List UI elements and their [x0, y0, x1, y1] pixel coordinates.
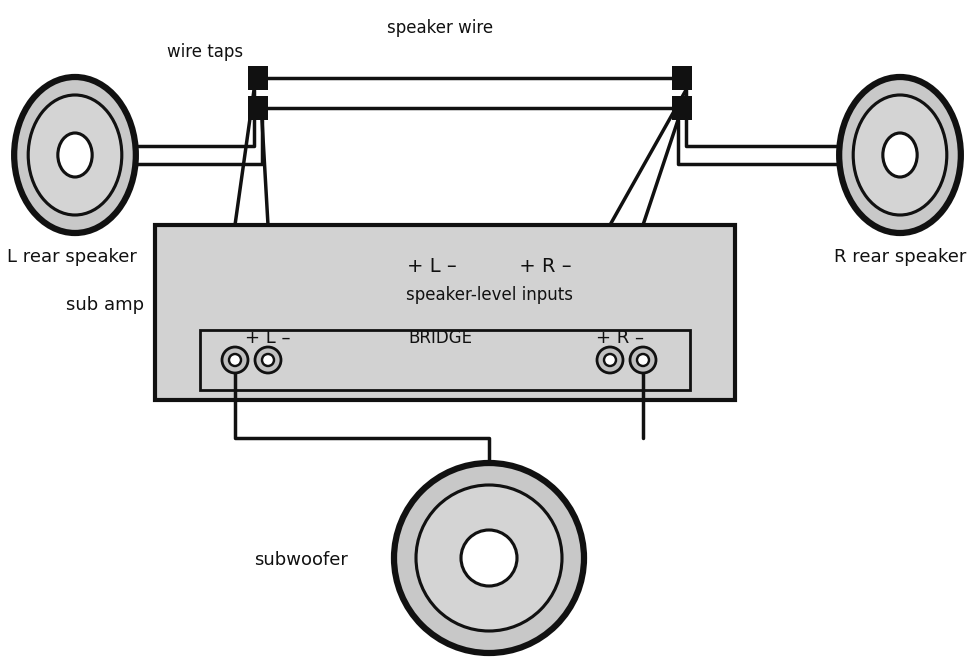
- Bar: [671, 96, 692, 120]
- Ellipse shape: [838, 77, 959, 233]
- Text: speaker wire: speaker wire: [387, 19, 492, 37]
- FancyBboxPatch shape: [199, 330, 690, 390]
- Text: R rear speaker: R rear speaker: [833, 248, 965, 266]
- Circle shape: [255, 347, 280, 373]
- Text: L rear speaker: L rear speaker: [7, 248, 137, 266]
- Ellipse shape: [14, 77, 136, 233]
- Circle shape: [262, 354, 274, 366]
- Text: BRIDGE: BRIDGE: [407, 329, 472, 347]
- Ellipse shape: [882, 133, 916, 177]
- Text: subwoofer: subwoofer: [254, 551, 348, 569]
- Circle shape: [636, 354, 649, 366]
- Bar: [671, 66, 692, 90]
- Ellipse shape: [852, 95, 946, 215]
- Text: + L –          + R –: + L – + R –: [406, 257, 571, 277]
- Circle shape: [596, 347, 622, 373]
- Ellipse shape: [28, 95, 122, 215]
- Text: wire taps: wire taps: [167, 43, 243, 61]
- Text: + R –: + R –: [595, 329, 643, 347]
- Ellipse shape: [460, 530, 517, 586]
- FancyBboxPatch shape: [154, 225, 735, 400]
- Text: sub amp: sub amp: [65, 296, 144, 314]
- Bar: [248, 66, 268, 90]
- Circle shape: [629, 347, 656, 373]
- Ellipse shape: [394, 463, 583, 653]
- Ellipse shape: [58, 133, 92, 177]
- Bar: [248, 96, 268, 120]
- Text: + L –: + L –: [245, 329, 290, 347]
- Ellipse shape: [415, 485, 562, 631]
- Circle shape: [229, 354, 240, 366]
- Circle shape: [222, 347, 248, 373]
- Text: speaker-level inputs: speaker-level inputs: [405, 286, 572, 304]
- Circle shape: [604, 354, 616, 366]
